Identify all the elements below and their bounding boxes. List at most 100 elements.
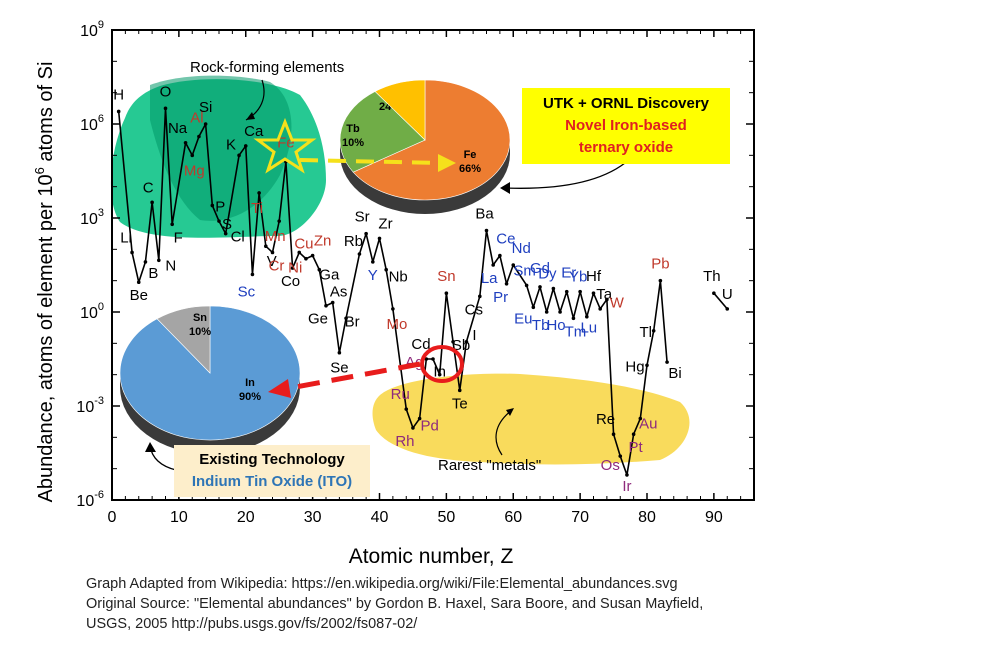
element-label-cs: Cs	[465, 301, 483, 318]
data-point-ho	[558, 310, 562, 314]
element-label-sr: Sr	[355, 209, 370, 226]
data-point-k	[237, 153, 241, 158]
data-point-cl	[223, 231, 228, 236]
data-point-be	[136, 280, 141, 285]
data-point-ti	[257, 191, 261, 195]
element-label-s: S	[222, 216, 232, 233]
ito-arrow	[284, 361, 421, 392]
element-label-be: Be	[130, 287, 148, 304]
discovery-box-arrow	[504, 162, 626, 189]
data-point-pr	[504, 282, 509, 286]
element-label-er: Er	[561, 265, 576, 282]
data-point-th	[712, 291, 716, 296]
existing-callout-line2: Indium Tin Oxide (ITO)	[191, 473, 353, 490]
data-point-ag	[424, 357, 429, 361]
discovery-arrowhead	[438, 154, 456, 172]
element-label-la: La	[481, 270, 498, 287]
element-label-os: Os	[601, 457, 620, 474]
element-label-zn: Zn	[314, 233, 332, 250]
data-point-na	[183, 141, 188, 145]
data-point-ru	[404, 407, 409, 411]
data-point-mo	[391, 307, 395, 311]
data-point-tm	[571, 316, 576, 321]
pie-slice-sn	[156, 305, 211, 374]
x-tick-label: 20	[237, 509, 255, 526]
data-point-yb	[578, 289, 582, 294]
data-point-sr	[364, 231, 368, 236]
rarest-metals-arrowhead	[506, 408, 514, 416]
data-point-y	[371, 260, 375, 264]
y-tick-label: 100	[80, 301, 104, 322]
discovery-callout: UTK + ORNL Discovery Novel Iron-based te…	[522, 88, 730, 164]
data-point-v	[264, 244, 268, 248]
element-label-si: Si	[199, 99, 212, 116]
y-tick-label: 10-3	[76, 395, 104, 416]
element-label-in: In	[433, 364, 446, 381]
x-tick-label: 80	[638, 509, 656, 526]
data-point-ba	[484, 228, 489, 233]
element-label-al: Al	[190, 110, 203, 127]
element-label-pb: Pb	[651, 256, 669, 273]
existing-box-arrowhead	[145, 442, 156, 452]
data-point-rh	[411, 426, 415, 430]
element-label-zr: Zr	[378, 215, 392, 232]
element-label-tb: Tb	[532, 317, 550, 334]
x-tick-label: 50	[437, 509, 455, 526]
element-label-te: Te	[452, 395, 468, 412]
data-point-pd	[417, 416, 422, 421]
y-tick-label: 106	[80, 113, 104, 134]
element-label-ni: Ni	[288, 259, 302, 276]
in-highlight-circle	[420, 345, 464, 383]
element-label-re: Re	[596, 411, 615, 428]
data-point-la	[491, 263, 495, 267]
existing-callout: Existing Technology Indium Tin Oxide (IT…	[174, 445, 370, 497]
data-point-ca	[243, 144, 248, 148]
element-label-rh: Rh	[395, 433, 414, 450]
element-label-p: P	[215, 198, 225, 215]
element-label-cd: Cd	[411, 336, 430, 353]
element-label-mo: Mo	[386, 316, 407, 333]
data-point-co	[290, 266, 295, 270]
pie-slice-tb	[374, 79, 426, 141]
element-label-tm: Tm	[565, 323, 587, 340]
y-tick-label: 103	[80, 207, 104, 228]
element-label-ti: Ti	[251, 200, 263, 217]
element-label-cr: Cr	[269, 257, 285, 274]
element-label-li: Li	[120, 229, 132, 246]
data-point-re	[611, 432, 616, 437]
element-label-pd: Pd	[420, 418, 438, 435]
element-label-ru: Ru	[391, 386, 410, 403]
data-point-cd	[431, 357, 435, 361]
x-tick-label: 30	[304, 509, 322, 526]
element-label-dy: Dy	[538, 266, 557, 283]
data-point-w	[605, 297, 609, 302]
data-point-au	[638, 416, 643, 421]
element-label-nb: Nb	[389, 269, 408, 286]
data-point-al	[197, 134, 201, 139]
element-label-ir: Ir	[622, 478, 631, 495]
data-point-zn	[310, 253, 315, 258]
element-label-sn: Sn	[437, 268, 455, 285]
data-point-o	[163, 106, 168, 111]
element-label-yb: Yb	[569, 269, 587, 286]
x-tick-label: 70	[571, 509, 589, 526]
data-point-nd	[511, 263, 516, 267]
data-point-f	[170, 222, 174, 227]
data-point-te	[457, 388, 462, 393]
data-point-ce	[498, 253, 502, 258]
element-label-cl: Cl	[231, 229, 245, 246]
data-point-se	[337, 350, 342, 355]
element-label-rb: Rb	[344, 233, 363, 250]
element-label-hf: Hf	[586, 268, 602, 285]
data-point-os	[618, 454, 623, 458]
element-label-lu: Lu	[580, 320, 597, 337]
caption-line-2: Original Source: "Elemental abundances" …	[86, 596, 704, 612]
element-label-o: O	[160, 83, 172, 100]
rarest-metals-label: Rarest "metals"	[438, 457, 541, 474]
pie-pct-sn: 10%	[189, 326, 211, 338]
element-label-u: U	[722, 286, 733, 303]
data-point-ge	[324, 303, 328, 308]
x-axis-label: Atomic number, Z	[349, 545, 514, 568]
